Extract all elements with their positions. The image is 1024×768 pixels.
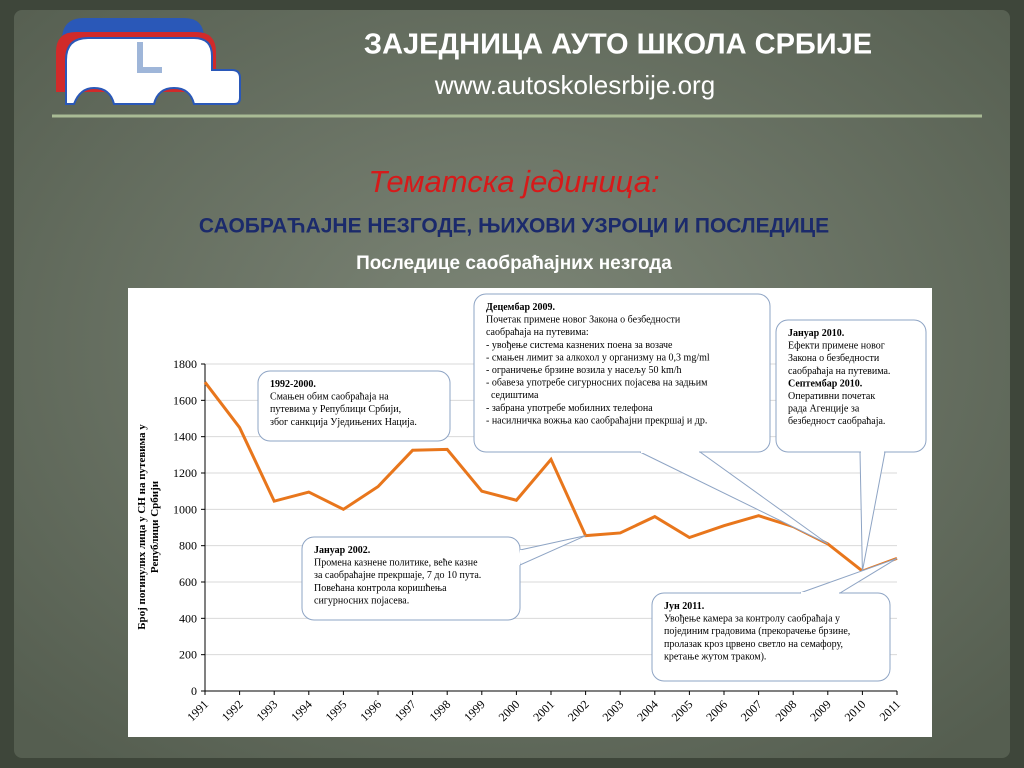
callout-box [257,370,451,442]
callout-line: безбедност саобраћаја. [788,416,885,427]
callout-line: - увођење система казнених поена за воза… [486,340,673,351]
y-tick-label: 1000 [173,502,197,516]
callout-line: сигурносних појасева. [314,595,409,606]
callout: Јун 2011. Увођење камера за контролу саоб… [651,557,898,682]
callout-line: - забрана употребе мобилних телефона [486,403,653,414]
callout-line: пролазак кроз црвено светло на семафору, [664,639,843,650]
callout-title: Јануар 2002. [314,545,371,556]
callout-line: саобраћаја на путевима. [788,366,890,377]
callout-line: - насилничка вожња као саобраћајни прекр… [486,415,707,426]
callout-box [775,319,927,453]
header-url: www.autoskolesrbije.org [434,70,715,100]
y-tick-label: 600 [179,575,197,589]
y-tick-label: 1200 [173,466,197,480]
callout: 1992-2000. Смањен обим саобраћаја напутев… [257,370,451,442]
callout-line: Увођење камера за контролу саобраћаја у [664,614,840,625]
y-tick-label: 1600 [173,393,197,407]
y-tick-label: 1800 [173,357,197,371]
callout-line: путевима у Републици Србији, [270,404,401,415]
y-tick-label: 400 [179,611,197,625]
callout-line: Оперативни почетак [788,391,875,402]
callout-box [301,536,521,621]
callout-line: саобраћаја на путевима: [486,327,589,338]
callout-line: Ефекти примене новог [788,341,885,352]
callout-title: Децембар 2009. [486,302,556,313]
callout-line: за саобраћајне прекршаје, 7 до 10 пута. [314,570,481,581]
y-axis-label: Број погинулих лица у СН на путевима у [136,424,148,630]
callout-line: Смањен обим саобраћаја на [270,392,389,403]
callout-line: рада Агенције за [788,404,860,415]
callout-line: кретање жутом траком). [664,651,766,662]
callout-line: Повећана контрола коришћења [314,583,447,594]
subtopic: Последице саобраћајних незгода [356,253,672,274]
callout-line: због санкција Уједињених Нација. [270,417,417,428]
callout-title: Јануар 2010. [788,328,845,339]
callout-box [651,592,891,682]
callout-line: Закона о безбедности [788,353,880,364]
callout-line: Промена казнене политике, веће казне [314,558,478,569]
logo [56,18,241,105]
y-tick-label: 0 [191,684,197,698]
y-tick-label: 1400 [173,430,197,444]
topic: САОБРАЋАЈНЕ НЕЗГОДЕ, ЊИХОВИ УЗРОЦИ И ПОС… [199,215,829,238]
callout-line: - ограничење брзине возила у насељу 50 k… [486,365,682,376]
y-tick-label: 200 [179,648,197,662]
topic-label: Тематска јединица: [368,164,659,199]
data-line [203,381,898,573]
header-title: ЗАЈЕДНИЦА АУТО ШКОЛА СРБИЈЕ [364,29,872,61]
callout-title: Септембар 2010. [788,378,863,389]
callout-line: појединим градовима (прекорачење брзине, [664,626,850,637]
callout-line: седиштима [486,390,539,401]
callout-line: - обавеза употребе сигурносних појасева … [486,378,708,389]
callout-line: Почетак примене новог Закона о безбеднос… [486,315,681,326]
callout: Јануар 2002. Промена казнене политике, ве… [301,535,586,621]
y-axis-label: Републици Србији [149,480,161,573]
callout-join [518,549,522,566]
callout: Децембар 2009. Почетак примене новог Зако… [473,293,829,545]
callout-line: - смањен лимит за алкохол у организму на… [486,352,710,363]
y-tick-label: 800 [179,539,197,553]
callout-box [473,293,771,453]
callout-title: Јун 2011. [664,601,705,612]
callout-title: 1992-2000. [270,379,316,390]
